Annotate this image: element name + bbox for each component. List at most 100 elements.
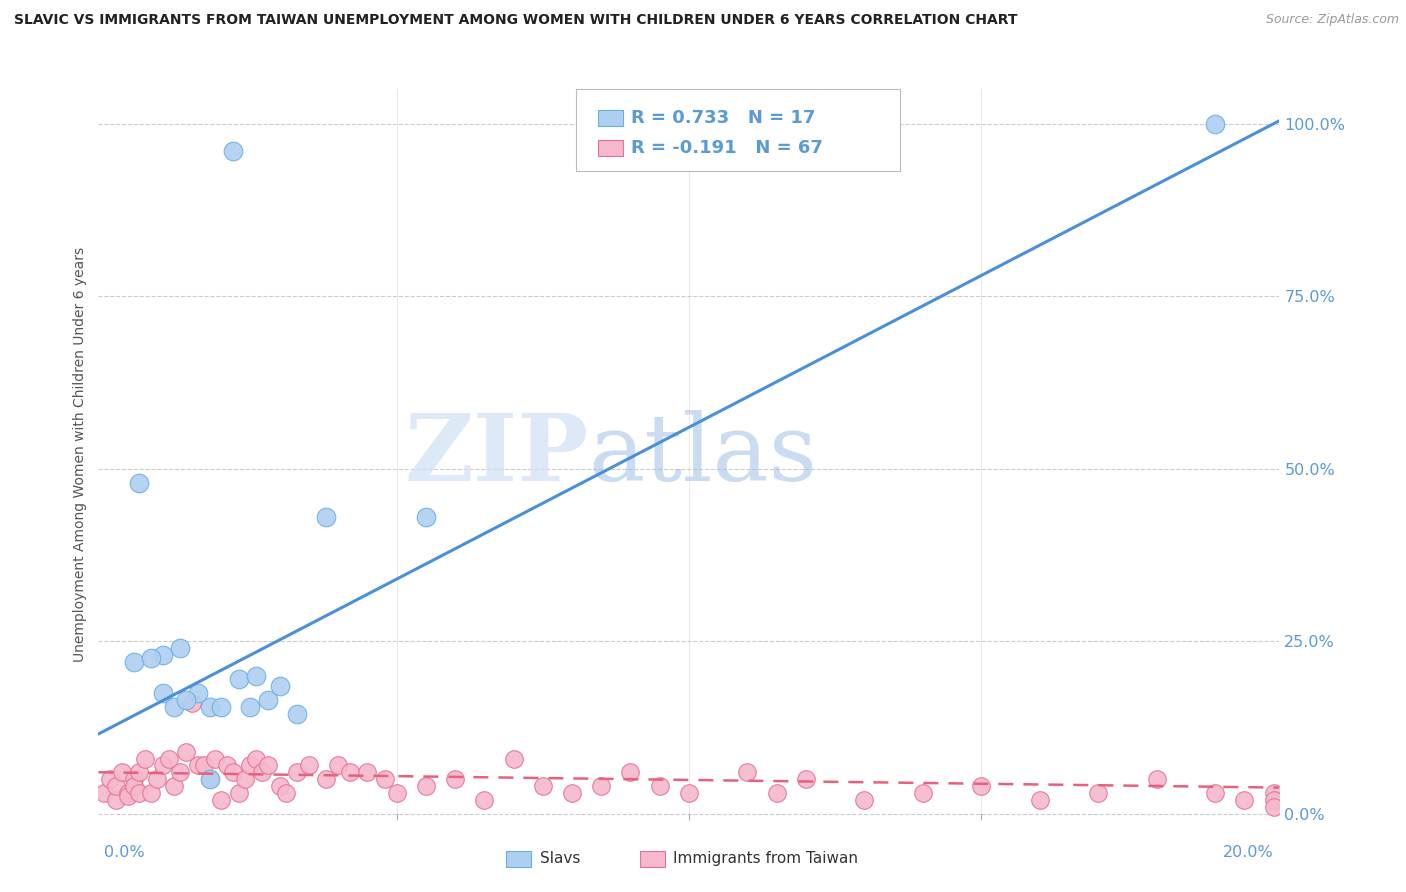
Point [315, 510, 337, 524]
Point [561, 786, 583, 800]
Point [374, 772, 396, 787]
Y-axis label: Unemployment Among Women with Children Under 6 years: Unemployment Among Women with Children U… [73, 247, 87, 663]
Point [1204, 786, 1226, 800]
Point [298, 758, 321, 772]
Point [122, 772, 145, 787]
Point [163, 699, 186, 714]
Point [678, 786, 700, 800]
Point [245, 669, 267, 683]
Point [139, 786, 162, 800]
Point [339, 765, 361, 780]
Point [117, 786, 139, 800]
Point [204, 751, 226, 765]
Point [1233, 793, 1256, 807]
Point [198, 699, 221, 714]
Point [1087, 786, 1109, 800]
Point [269, 779, 291, 793]
Point [326, 758, 349, 772]
Point [502, 751, 524, 765]
Point [222, 145, 245, 159]
Point [853, 793, 876, 807]
Point [1263, 786, 1285, 800]
Point [228, 786, 250, 800]
Point [531, 779, 554, 793]
Point [269, 679, 291, 693]
Point [128, 765, 150, 780]
Point [415, 779, 437, 793]
Point [233, 772, 256, 787]
Point [98, 772, 121, 787]
Text: 20.0%: 20.0% [1223, 845, 1274, 860]
Point [157, 751, 180, 765]
Point [209, 699, 232, 714]
Point [93, 786, 115, 800]
Text: Source: ZipAtlas.com: Source: ZipAtlas.com [1265, 13, 1399, 27]
Point [134, 751, 156, 765]
Point [648, 779, 671, 793]
Point [285, 765, 308, 780]
Text: Slavs: Slavs [540, 852, 581, 866]
Point [169, 765, 191, 780]
Text: atlas: atlas [589, 410, 818, 500]
Point [356, 765, 378, 780]
Point [163, 779, 186, 793]
Text: ZIP: ZIP [405, 410, 589, 500]
Point [970, 779, 993, 793]
Point [111, 765, 134, 780]
Point [257, 758, 280, 772]
Point [152, 686, 174, 700]
Point [152, 758, 174, 772]
Point [619, 765, 641, 780]
Point [146, 772, 169, 787]
Point [209, 793, 232, 807]
Point [1263, 800, 1285, 814]
Text: Immigrants from Taiwan: Immigrants from Taiwan [673, 852, 859, 866]
Point [415, 510, 437, 524]
Point [174, 693, 197, 707]
Point [128, 475, 150, 490]
Point [181, 696, 204, 710]
Point [315, 772, 337, 787]
Point [122, 655, 145, 669]
Point [911, 786, 934, 800]
Point [198, 772, 221, 787]
Text: R = -0.191   N = 67: R = -0.191 N = 67 [631, 139, 823, 157]
Point [152, 648, 174, 662]
Point [198, 772, 221, 787]
Point [117, 789, 139, 804]
Point [245, 751, 267, 765]
Point [128, 786, 150, 800]
Point [1204, 117, 1226, 131]
Point [104, 779, 127, 793]
Point [385, 786, 408, 800]
Point [174, 745, 197, 759]
Point [250, 765, 273, 780]
Point [444, 772, 467, 787]
Point [222, 765, 245, 780]
Point [239, 758, 262, 772]
Point [187, 758, 209, 772]
Point [122, 779, 145, 793]
Point [737, 765, 759, 780]
Point [1029, 793, 1052, 807]
Point [104, 793, 127, 807]
Text: 0.0%: 0.0% [104, 845, 145, 860]
Point [193, 758, 215, 772]
Text: R = 0.733   N = 17: R = 0.733 N = 17 [631, 109, 815, 127]
Point [228, 672, 250, 686]
Point [1146, 772, 1168, 787]
Point [257, 693, 280, 707]
Point [285, 706, 308, 721]
Point [169, 641, 191, 656]
Point [794, 772, 817, 787]
Point [215, 758, 238, 772]
Point [187, 686, 209, 700]
Point [139, 651, 162, 665]
Text: SLAVIC VS IMMIGRANTS FROM TAIWAN UNEMPLOYMENT AMONG WOMEN WITH CHILDREN UNDER 6 : SLAVIC VS IMMIGRANTS FROM TAIWAN UNEMPLO… [14, 13, 1018, 28]
Point [274, 786, 297, 800]
Point [591, 779, 613, 793]
Point [1263, 793, 1285, 807]
Point [472, 793, 495, 807]
Point [239, 699, 262, 714]
Point [765, 786, 787, 800]
